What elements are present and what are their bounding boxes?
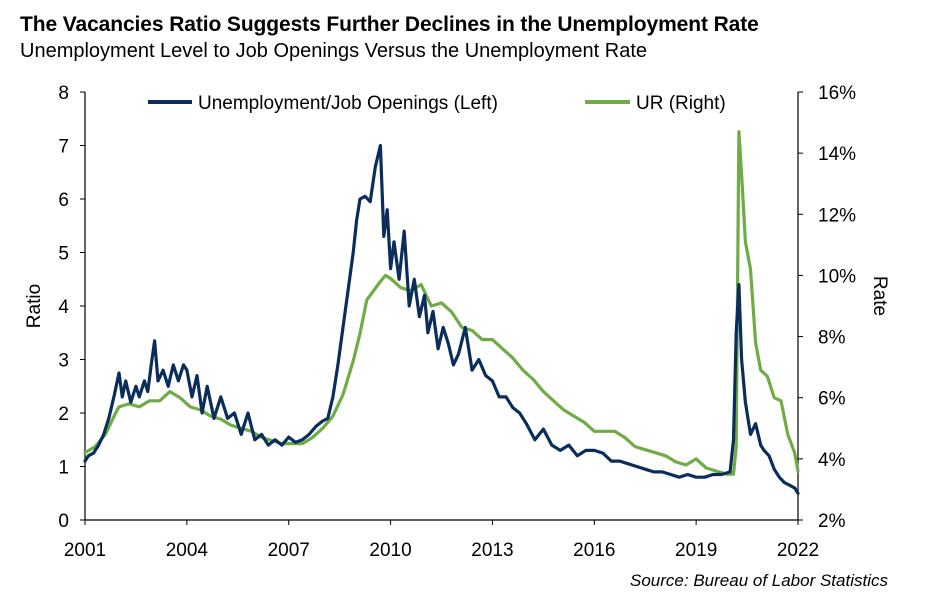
chart-svg: 0 1 2 3 4 5 6 7 8 2% 4% 6% 8% 10% 12% 14% 16% 2001 2004 200… bbox=[24, 83, 890, 561]
source-note: Source: Bureau of Labor Statistics bbox=[630, 571, 888, 590]
right-tick-label: 4% bbox=[818, 450, 846, 471]
legend-label-unemployment-rate: UR (Right) bbox=[636, 93, 726, 114]
left-tick-label: 0 bbox=[58, 511, 69, 532]
x-tick-label: 2019 bbox=[675, 540, 717, 561]
left-axis-title: Ratio bbox=[24, 284, 45, 328]
x-tick-label: 2001 bbox=[64, 540, 106, 561]
chart-title: The Vacancies Ratio Suggests Further Dec… bbox=[20, 13, 759, 36]
right-tick-label: 10% bbox=[818, 266, 856, 287]
x-tick-label: 2010 bbox=[369, 540, 411, 561]
series-lines bbox=[83, 130, 800, 495]
legend-label-unemployment-job-openings: Unemployment/Job Openings (Left) bbox=[198, 93, 498, 114]
left-tick-label: 1 bbox=[58, 458, 69, 479]
x-tick-label: 2013 bbox=[471, 540, 513, 561]
axes: 0 1 2 3 4 5 6 7 8 2% 4% 6% 8% 10% 12% 14% 16% 2001 2004 200… bbox=[24, 83, 890, 561]
right-axis-title: Rate bbox=[869, 276, 890, 316]
right-tick-label: 8% bbox=[818, 328, 846, 349]
left-tick-label: 5 bbox=[58, 244, 69, 265]
right-tick-label: 16% bbox=[818, 83, 856, 104]
left-tick-label: 6 bbox=[58, 190, 69, 211]
series-line-unemployment-job-openings bbox=[83, 143, 800, 495]
left-tick-label: 2 bbox=[58, 404, 69, 425]
series-line-unemployment-rate bbox=[83, 130, 800, 476]
right-tick-label: 14% bbox=[818, 144, 856, 165]
x-tick-label: 2007 bbox=[268, 540, 310, 561]
left-tick-label: 3 bbox=[58, 351, 69, 372]
legend: Unemployment/Job Openings (Left) UR (Righ… bbox=[148, 93, 726, 114]
x-tick-label: 2022 bbox=[777, 540, 819, 561]
right-tick-label: 2% bbox=[818, 511, 846, 532]
left-tick-label: 8 bbox=[58, 83, 69, 104]
chart-subtitle: Unemployment Level to Job Openings Versu… bbox=[20, 40, 648, 62]
left-tick-label: 7 bbox=[58, 137, 69, 158]
right-tick-label: 6% bbox=[818, 389, 846, 410]
x-tick-label: 2016 bbox=[573, 540, 615, 561]
right-tick-label: 12% bbox=[818, 205, 856, 226]
x-tick-label: 2004 bbox=[166, 540, 209, 561]
left-tick-label: 4 bbox=[58, 297, 69, 318]
